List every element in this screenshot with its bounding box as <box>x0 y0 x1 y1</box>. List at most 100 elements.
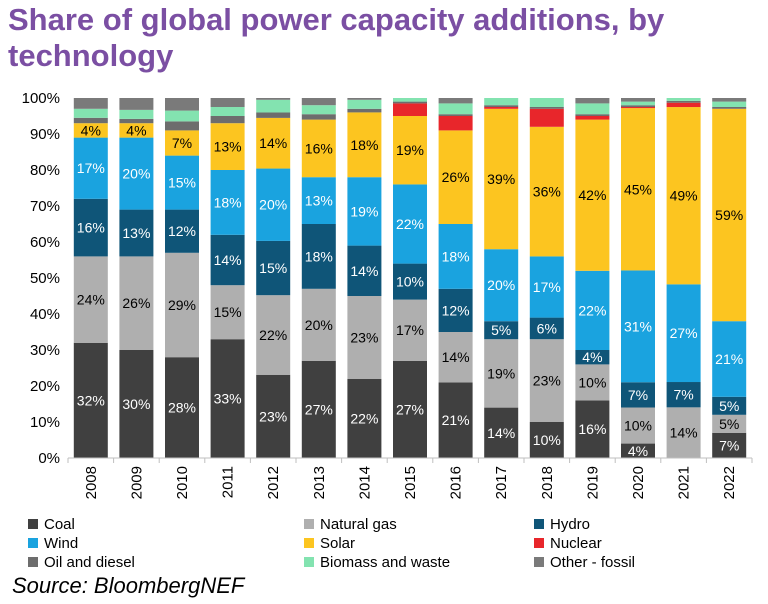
bar-segment <box>621 105 655 108</box>
data-label: 24% <box>77 292 105 308</box>
bar-segment <box>438 130 473 224</box>
bar-segment <box>529 339 564 422</box>
bar-segment <box>119 123 154 138</box>
legend-label: Other - fossil <box>550 554 635 571</box>
bar-segment <box>575 103 610 115</box>
bar-segment <box>393 184 427 264</box>
x-tick-label: 2022 <box>721 466 738 499</box>
bar-segment <box>165 357 199 458</box>
bar-segment <box>119 118 154 124</box>
data-label: 10% <box>624 418 652 434</box>
bar-segment <box>210 107 245 116</box>
bar-segment <box>666 407 701 458</box>
y-tick-label: 70% <box>30 198 60 215</box>
bar-segment <box>712 414 747 433</box>
data-label: 26% <box>442 169 470 185</box>
bar-segment <box>484 339 519 408</box>
bar-segment <box>712 321 747 397</box>
bar-segment <box>529 108 564 127</box>
legend-swatch <box>28 519 38 529</box>
bar-segment <box>529 126 564 257</box>
bar-segment <box>712 101 747 107</box>
y-tick-label: 40% <box>30 306 60 323</box>
bar-segment <box>484 321 519 340</box>
y-tick-label: 60% <box>30 234 60 251</box>
data-labels: 32% 24% 16% 17% 4% 30% 26% 13% 20% 4% 28% 29% 12% 15%… <box>77 122 743 458</box>
bar-segment <box>210 123 245 170</box>
data-label: 15% <box>168 175 196 191</box>
legend-label: Nuclear <box>550 535 602 552</box>
data-label: 16% <box>77 220 105 236</box>
legend-label: Biomass and waste <box>320 554 450 571</box>
bar-segment <box>666 98 701 101</box>
bar-segment <box>621 407 655 444</box>
data-label: 18% <box>350 137 378 153</box>
bar-segment <box>484 98 519 106</box>
legend-label: Wind <box>44 535 78 552</box>
data-label: 13% <box>305 193 333 209</box>
y-tick-label: 80% <box>30 162 60 179</box>
y-tick-label: 90% <box>30 126 60 143</box>
bar-segment <box>256 374 291 458</box>
source-note: Source: BloombergNEF <box>12 573 245 598</box>
bar-segment <box>393 98 427 102</box>
bar-segment <box>256 240 291 296</box>
data-label: 18% <box>442 248 470 264</box>
bar-segment <box>575 119 610 271</box>
bar-segment <box>301 224 336 289</box>
bar-segment <box>73 198 108 257</box>
bar-segment <box>165 209 199 253</box>
data-label: 5% <box>491 322 511 338</box>
bar-segment <box>484 407 519 458</box>
y-tick-label: 20% <box>30 378 60 395</box>
bar-segment <box>256 99 291 113</box>
bar-segment <box>210 170 245 235</box>
bar-segment <box>575 350 610 365</box>
bar-segment <box>165 252 199 358</box>
bar-segment <box>621 443 655 458</box>
data-label: 22% <box>350 410 378 426</box>
data-label: 19% <box>396 142 424 158</box>
data-label: 42% <box>578 187 606 203</box>
x-axis: 2008 2009 2010 2011 2012 2013 2014 2015 2016 2017… <box>67 457 753 499</box>
bar-segment <box>119 98 154 110</box>
bar-segment <box>210 339 245 458</box>
data-label: 14% <box>442 349 470 365</box>
legend-swatch <box>304 538 314 548</box>
data-label: 12% <box>168 223 196 239</box>
bar-segment <box>666 100 701 103</box>
bar-segment <box>393 116 427 185</box>
x-tick-label: 2019 <box>584 466 601 499</box>
data-label: 31% <box>624 318 652 334</box>
bar-segment <box>256 98 291 100</box>
data-label: 59% <box>715 207 743 223</box>
bar-segment <box>165 121 199 131</box>
bar-segment <box>484 107 519 109</box>
bar-segment <box>73 137 108 199</box>
bar-segment <box>73 123 108 138</box>
bar-segment <box>165 155 199 210</box>
bar-segment <box>575 98 610 104</box>
data-label: 19% <box>487 365 515 381</box>
bar-segment <box>301 98 336 106</box>
data-label: 4% <box>81 122 101 138</box>
bar-segment <box>575 364 610 401</box>
bar-segment <box>73 342 108 458</box>
bar-segment <box>438 288 473 332</box>
data-label: 18% <box>305 248 333 264</box>
bar-segment <box>484 105 519 107</box>
bar-segment <box>301 288 336 361</box>
bar-segment <box>301 360 336 458</box>
data-label: 28% <box>168 400 196 416</box>
y-tick-label: 0% <box>38 450 60 467</box>
bar-segment <box>210 285 245 340</box>
data-label: 20% <box>122 166 150 182</box>
bar-segment <box>73 117 108 124</box>
bar-segment <box>666 107 701 285</box>
bar-segment <box>73 98 108 109</box>
data-label: 20% <box>305 317 333 333</box>
data-label: 10% <box>533 432 561 448</box>
y-tick-label: 30% <box>30 342 60 359</box>
x-tick-label: 2011 <box>220 466 237 498</box>
bar-segment <box>621 270 655 383</box>
